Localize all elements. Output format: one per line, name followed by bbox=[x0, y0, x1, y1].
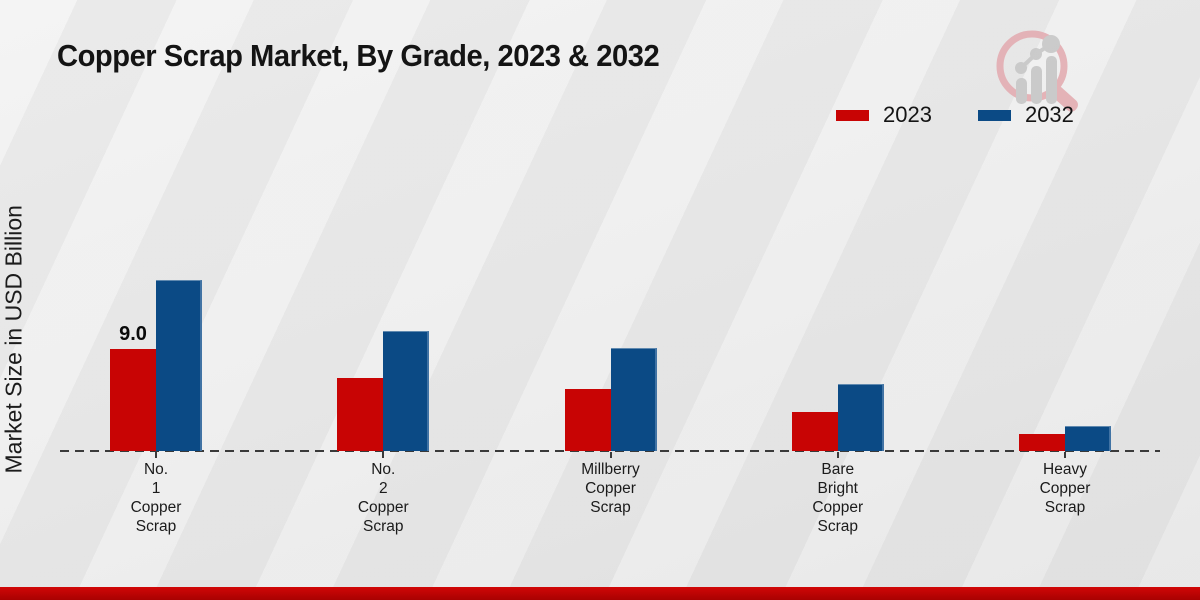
bar-2032-4 bbox=[837, 384, 884, 451]
category-label: No. 1 Copper Scrap bbox=[130, 461, 182, 535]
axis-baseline bbox=[60, 450, 1160, 452]
bar-value-label: 9.0 bbox=[119, 323, 147, 345]
category-label: Heavy Copper Scrap bbox=[1039, 461, 1091, 516]
legend-swatch-2023 bbox=[836, 109, 869, 121]
chart-legend: 2023 2032 bbox=[836, 102, 1074, 128]
bar-2032-1 bbox=[156, 280, 202, 451]
footer-stripe bbox=[0, 587, 1200, 600]
bar-2023-3 bbox=[564, 389, 611, 451]
legend-label-2023: 2023 bbox=[883, 102, 932, 127]
legend-item-2023: 2023 bbox=[836, 102, 932, 128]
axis-tick bbox=[836, 452, 839, 458]
bar-2023-1 bbox=[110, 349, 156, 451]
category-label: Millberry Copper Scrap bbox=[581, 461, 640, 516]
axis-tick bbox=[1064, 452, 1066, 458]
legend-item-2032: 2032 bbox=[977, 102, 1074, 128]
bar-2023-2 bbox=[337, 378, 384, 451]
chart-title: Copper Scrap Market, By Grade, 2023 & 20… bbox=[57, 38, 660, 73]
bar-2032-3 bbox=[610, 348, 657, 451]
axis-tick bbox=[609, 452, 612, 458]
category-label: Bare Bright Copper Scrap bbox=[812, 461, 864, 535]
bar-2032-5 bbox=[1065, 426, 1111, 451]
bar-2032-2 bbox=[383, 331, 430, 451]
bar-2023-5 bbox=[1019, 434, 1065, 451]
bar-2023-4 bbox=[791, 412, 838, 451]
legend-label-2032: 2032 bbox=[1024, 102, 1074, 127]
axis-tick bbox=[155, 452, 157, 458]
category-label: No. 2 Copper Scrap bbox=[357, 461, 409, 535]
legend-swatch-2032 bbox=[977, 109, 1011, 121]
axis-tick bbox=[382, 452, 385, 458]
magnifier-bar-chart-logo bbox=[996, 30, 1078, 112]
